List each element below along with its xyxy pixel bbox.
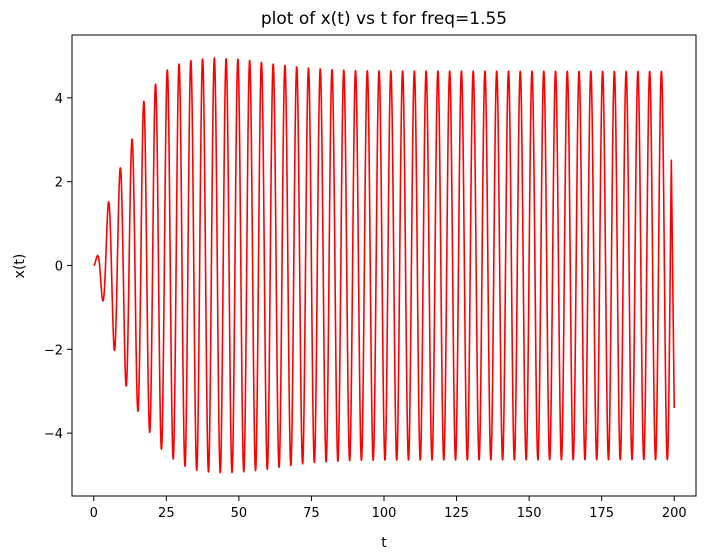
x-tick-label: 25 [158, 506, 175, 521]
series-line-0 [93, 57, 676, 474]
x-tick-label: 175 [589, 506, 614, 521]
x-tick-label: 100 [372, 506, 397, 521]
y-axis-label: x(t) [12, 254, 28, 279]
y-tick-label: −4 [44, 427, 63, 442]
y-tick-label: 4 [55, 92, 63, 107]
y-axis: −4 −2 0 2 4 [44, 92, 72, 442]
x-tick-label: 0 [90, 506, 98, 521]
y-tick-label: 0 [55, 260, 63, 275]
chart-title: plot of x(t) vs t for freq=1.55 [261, 9, 507, 29]
y-tick-label: −2 [44, 343, 63, 358]
x-axis: 0 25 50 75 100 125 150 175 200 [90, 496, 687, 521]
x-tick-label: 125 [444, 506, 469, 521]
x-axis-label: t [381, 535, 387, 551]
x-tick-label: 150 [517, 506, 542, 521]
x-tick-label: 75 [303, 506, 320, 521]
y-tick-label: 2 [55, 176, 63, 191]
x-tick-label: 50 [231, 506, 248, 521]
x-tick-label: 200 [662, 506, 687, 521]
